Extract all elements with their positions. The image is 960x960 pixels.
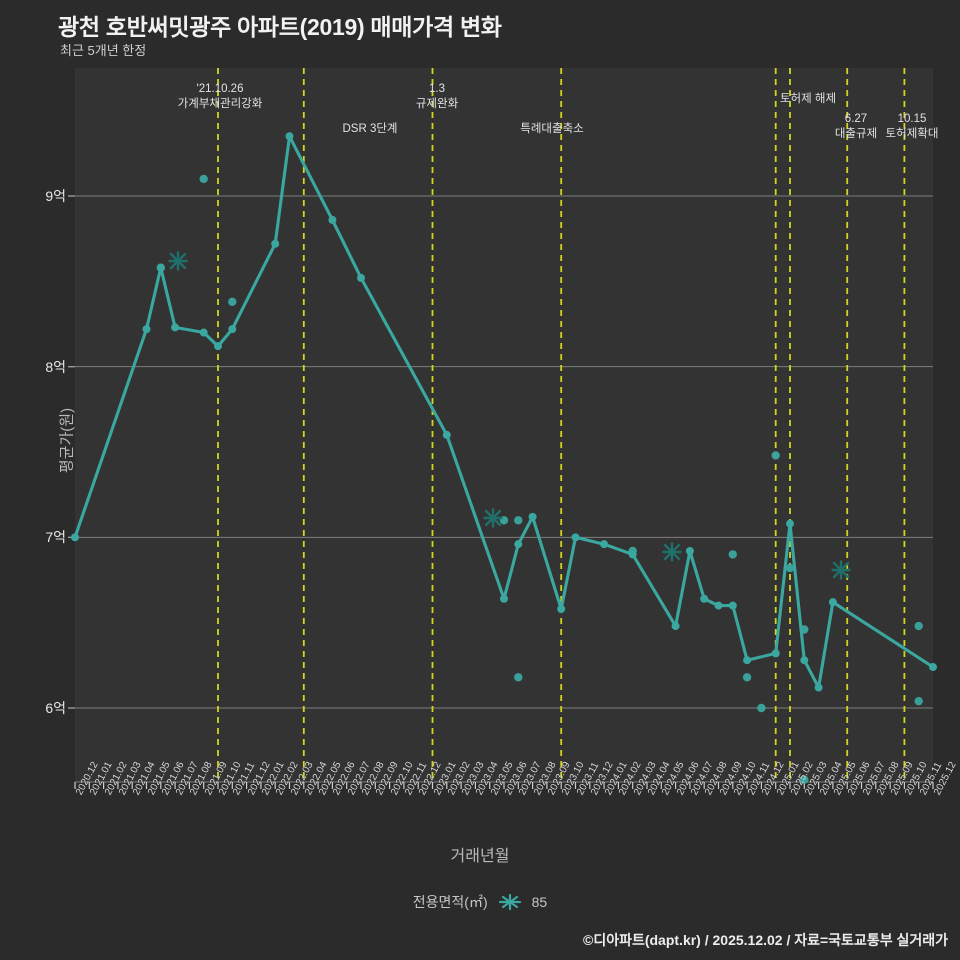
data-point [285, 132, 294, 141]
scatter-point [785, 563, 795, 573]
average-marker-icon [831, 560, 851, 580]
data-point [814, 683, 823, 692]
data-point [743, 656, 752, 665]
chart-legend: 전용면적(㎡) 85 [0, 892, 960, 912]
legend-item-85: 85 [531, 894, 548, 910]
data-point [557, 605, 566, 614]
scatter-point [771, 451, 780, 460]
data-point [728, 601, 737, 610]
annotation-date: '21.10.26 [196, 83, 244, 95]
scatter-point [800, 775, 809, 784]
annotation-text: 특례대출축소 [520, 123, 584, 135]
annotation-text: 토허제확대 [885, 128, 939, 140]
data-point [199, 328, 208, 337]
chart-plot-area [68, 68, 937, 789]
data-point [628, 550, 637, 559]
y-tick-label: 6억 [45, 700, 66, 716]
data-point [571, 533, 580, 542]
data-point [142, 325, 151, 334]
annotation-household-debt: '21.10.26 가계부채관리강화 [178, 82, 263, 112]
average-marker-icon [168, 251, 188, 271]
annotation-land-permit-release: 토허제 해제 [780, 92, 836, 107]
scatter-point [914, 621, 923, 631]
annotation-text: 규제완화 [415, 98, 459, 110]
annotation-text: 대출규제 [834, 128, 878, 140]
data-point [714, 601, 723, 610]
annotation-date: 1.3 [428, 83, 445, 95]
annotation-loan-regulation: 6.27 대출규제 [835, 112, 877, 142]
annotation-text: DSR 3단계 [342, 123, 398, 135]
annotation-dsr3: DSR 3단계 [342, 122, 397, 137]
y-tick-label: 8억 [45, 358, 66, 375]
data-point [156, 263, 165, 272]
data-point [328, 215, 337, 224]
scatter-point [228, 297, 237, 307]
annotation-date: 10.15 [897, 113, 927, 125]
annotation-text: 가계부채관리강화 [177, 98, 263, 110]
annotation-date: 6.27 [844, 113, 868, 125]
data-point [357, 273, 365, 282]
data-point [671, 622, 680, 631]
annotation-deregulation: 1.3 규제완화 [416, 82, 458, 112]
page-subtitle: 최근 5개년 한정 [60, 43, 147, 58]
data-point [786, 519, 794, 528]
footer-credit: ©디아파트(dapt.kr) / 2025.12.02 / 자료=국토교통부 실… [583, 932, 948, 948]
data-point [600, 540, 609, 549]
scatter-point [742, 673, 752, 682]
data-point [828, 598, 837, 607]
data-point [771, 649, 780, 658]
data-point [171, 323, 180, 332]
annotation-special-loan-cut: 특례대출축소 [520, 122, 583, 137]
page-title: 광천 호반써밋광주 아파트(2019) 매매가격 변화 [58, 14, 502, 40]
x-axis-label: 거래년월 [450, 848, 510, 865]
data-point [514, 540, 523, 549]
average-marker-icon [662, 542, 682, 562]
data-point [228, 325, 237, 334]
annotation-text: 토허제 해제 [779, 93, 837, 105]
legend-title: 전용면적(㎡) [412, 894, 488, 910]
data-point [700, 594, 709, 603]
scatter-point [514, 516, 523, 525]
y-tick-label: 9억 [45, 188, 66, 204]
x-star-marker-icon [498, 893, 521, 911]
data-point [500, 594, 508, 603]
data-point [800, 656, 809, 665]
scatter-point [514, 673, 523, 682]
scatter-point [800, 625, 809, 634]
data-point [528, 512, 537, 521]
annotation-land-permit-expand: 10.15 토허제확대 [886, 112, 939, 142]
scatter-point [757, 703, 766, 713]
data-point [685, 546, 694, 555]
data-point [214, 342, 222, 351]
scatter-point [728, 550, 737, 559]
scatter-point [199, 174, 208, 184]
average-marker-icon [483, 508, 503, 528]
data-point [442, 430, 451, 439]
data-point [929, 663, 937, 672]
data-point [271, 239, 280, 248]
data-point [71, 533, 79, 542]
y-tick-label: 7억 [45, 529, 66, 546]
scatter-point [914, 696, 923, 706]
